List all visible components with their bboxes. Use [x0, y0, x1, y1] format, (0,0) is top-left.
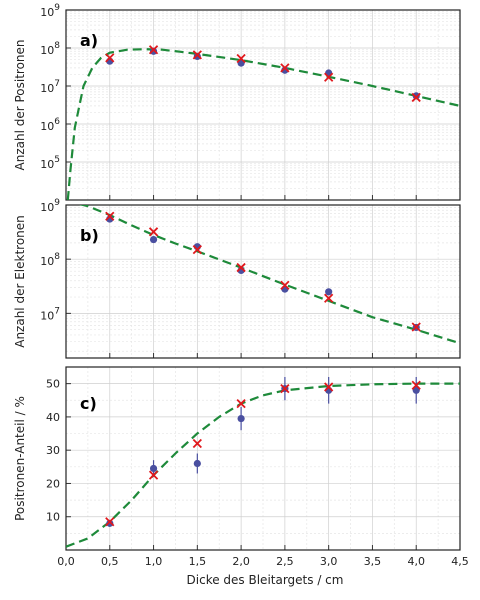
panel-3: 10 20 30 40 50 c) Positronen-Anteil / %: [13, 366, 461, 551]
y-tick-label: 40: [46, 411, 60, 424]
data-point-cross: [148, 470, 159, 480]
x-tick-label: 1,5: [189, 555, 207, 568]
y-tick-base: 10: [40, 6, 54, 19]
y-tick-exponent: 9: [54, 3, 60, 13]
y-axis-label: Anzahl der Positronen: [13, 39, 27, 170]
grid: [65, 9, 461, 201]
y-tick-label: 10: [46, 511, 60, 524]
y-tick-label: 106: [40, 117, 60, 133]
data-point-cross: [236, 398, 246, 409]
plot-frame: [65, 9, 461, 201]
data-point-cross: [105, 53, 115, 63]
y-tick-base: 10: [40, 120, 54, 133]
x-tick-label: 0,5: [101, 555, 119, 568]
y-tick-base: 10: [40, 201, 54, 214]
y-tick-label: 50: [46, 378, 60, 391]
data-point-cross: [411, 92, 421, 103]
x-tick-label: 2,5: [276, 555, 294, 568]
data-point-cross: [148, 45, 159, 55]
data-point-circle: [193, 52, 201, 61]
y-tick-base: 10: [40, 82, 54, 95]
x-tick-label: 4,5: [451, 555, 469, 568]
data-point-cross: [280, 383, 290, 394]
y-tick-exponent: 8: [54, 252, 60, 262]
panel-label: c): [80, 394, 97, 413]
y-tick-exponent: 6: [54, 117, 60, 127]
y-tick-label: 105: [40, 155, 60, 171]
y-tick-label: 108: [40, 252, 60, 268]
data-point-circle: [149, 464, 158, 473]
y-tick-label: 108: [40, 41, 60, 57]
x-tick-label: 3,0: [320, 555, 338, 568]
data-point-cross: [324, 72, 334, 82]
y-tick-label: 109: [40, 198, 60, 214]
data-point-cross: [411, 322, 421, 332]
x-tick-label: 1,0: [145, 555, 163, 568]
panel-label: a): [80, 31, 98, 50]
y-tick-label: 107: [40, 306, 60, 322]
data-point-cross: [192, 245, 202, 255]
data-point-circle: [193, 459, 201, 468]
data-point-cross: [192, 50, 202, 60]
data-point-circle: [149, 235, 158, 244]
y-tick-label: 20: [46, 477, 60, 490]
grid: [65, 204, 461, 358]
y-tick-label: 30: [46, 444, 60, 457]
data-point-cross: [280, 63, 290, 73]
data-point-cross: [105, 517, 115, 527]
y-tick-label: 109: [40, 3, 60, 19]
data-point-cross: [236, 53, 246, 64]
data-point-cross: [148, 227, 159, 237]
y-axis-label: Positronen-Anteil / %: [13, 396, 27, 521]
data-point-cross: [236, 262, 246, 273]
data-point-circle: [106, 519, 114, 527]
x-tick-label: 0,0: [57, 555, 75, 568]
x-axis-label: Dicke des Bleitargets / cm: [187, 573, 344, 587]
data-point-cross: [324, 293, 334, 303]
data-point-cross: [411, 380, 421, 390]
data-point-cross: [280, 280, 290, 290]
y-tick-exponent: 8: [54, 41, 60, 51]
model-curve: [66, 382, 460, 548]
data-point-circle: [237, 414, 245, 423]
y-tick-exponent: 7: [54, 306, 60, 316]
panel-label: b): [80, 226, 99, 245]
plot-frame: [65, 366, 461, 551]
data-point-cross: [105, 211, 115, 221]
plot-frame: [65, 204, 461, 359]
y-tick-base: 10: [40, 255, 54, 268]
data-point-circle: [412, 386, 420, 394]
data-point-cross: [192, 438, 202, 449]
data-point-cross: [324, 382, 334, 392]
y-tick-label: 107: [40, 79, 60, 95]
x-tick-label: 3,5: [364, 555, 382, 568]
y-tick-exponent: 9: [54, 198, 60, 208]
data-point-circle: [325, 288, 333, 296]
y-tick-exponent: 5: [54, 155, 60, 165]
data-point-circle: [149, 47, 158, 55]
data-point-circle: [412, 92, 420, 100]
x-tick-label: 2,0: [232, 555, 250, 568]
y-tick-base: 10: [40, 158, 54, 171]
y-tick-base: 10: [40, 309, 54, 322]
y-tick-base: 10: [40, 44, 54, 57]
grid: [65, 367, 461, 550]
x-tick-label: 4,0: [407, 555, 425, 568]
y-axis-label: Anzahl der Elektronen: [13, 215, 27, 348]
y-tick-exponent: 7: [54, 79, 60, 89]
